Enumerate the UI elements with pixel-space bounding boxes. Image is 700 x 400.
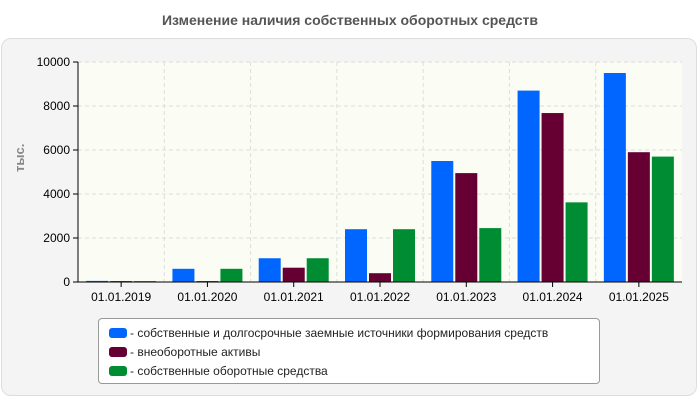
y-tick-label: 2000 bbox=[43, 231, 70, 245]
plot-area bbox=[78, 62, 682, 282]
legend-item: - собственные оборотные средства bbox=[109, 361, 599, 380]
bar bbox=[258, 258, 281, 282]
bar bbox=[517, 90, 540, 282]
legend-item: - внеоборотные активы bbox=[109, 342, 599, 361]
bar bbox=[172, 268, 195, 282]
legend-label: - собственные и долгосрочные заемные ист… bbox=[130, 325, 549, 340]
bar bbox=[431, 161, 454, 282]
legend-label: - внеоборотные активы bbox=[130, 344, 261, 359]
legend-swatch bbox=[109, 346, 127, 357]
legend-item: - собственные и долгосрочные заемные ист… bbox=[109, 323, 599, 342]
bar bbox=[220, 268, 243, 282]
x-tick-label: 01.01.2023 bbox=[436, 290, 496, 304]
y-tick-label: 8000 bbox=[43, 99, 70, 113]
bar bbox=[393, 229, 415, 282]
legend-swatch bbox=[109, 365, 127, 376]
bar bbox=[86, 280, 109, 282]
bar bbox=[345, 229, 367, 282]
x-tick-label: 01.01.2019 bbox=[91, 290, 151, 304]
bar bbox=[603, 73, 626, 282]
bar bbox=[541, 113, 564, 282]
bar bbox=[306, 258, 329, 282]
x-tick-label: 01.01.2025 bbox=[609, 290, 669, 304]
bar bbox=[455, 173, 478, 282]
x-tick-label: 01.01.2020 bbox=[177, 290, 237, 304]
x-tick-label: 01.01.2022 bbox=[350, 290, 410, 304]
bar bbox=[651, 156, 674, 282]
bar bbox=[282, 267, 305, 282]
bar bbox=[369, 273, 391, 282]
legend: - собственные и долгосрочные заемные ист… bbox=[98, 318, 600, 384]
x-tick-label: 01.01.2024 bbox=[523, 290, 583, 304]
y-tick-label: 0 bbox=[63, 275, 70, 289]
bar bbox=[627, 152, 650, 282]
y-tick-label: 10000 bbox=[37, 55, 71, 69]
y-tick-label: 6000 bbox=[43, 143, 70, 157]
bar bbox=[479, 228, 502, 282]
bar bbox=[565, 202, 588, 282]
chart-title: Изменение наличия собственных оборотных … bbox=[161, 12, 539, 28]
x-tick-label: 01.01.2021 bbox=[264, 290, 324, 304]
y-tick-label: 4000 bbox=[43, 187, 70, 201]
legend-swatch bbox=[109, 327, 127, 338]
legend-label: - собственные оборотные средства bbox=[130, 363, 328, 378]
